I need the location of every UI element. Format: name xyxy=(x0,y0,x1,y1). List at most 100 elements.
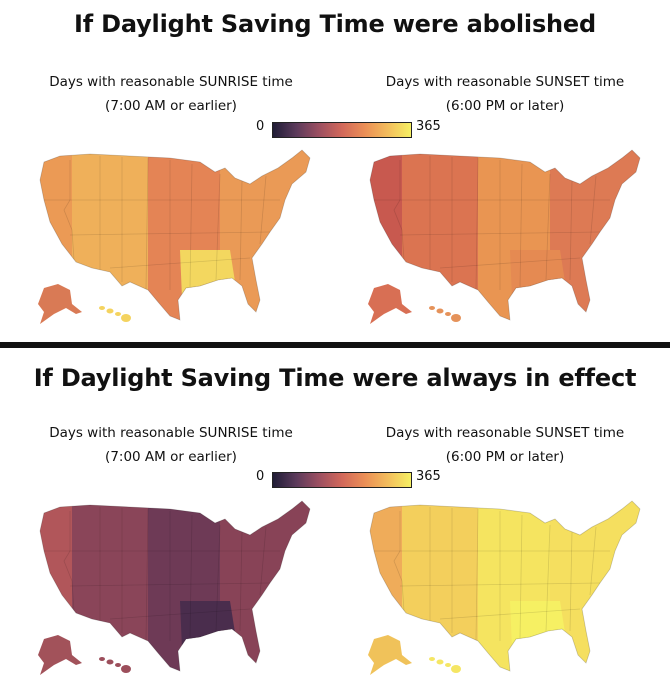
state-border xyxy=(589,175,597,245)
timezone-central-region xyxy=(148,150,220,320)
state-border xyxy=(189,163,193,289)
hawaii-island xyxy=(115,312,121,316)
us-map-sunrise-permanent xyxy=(30,491,330,691)
us-outline xyxy=(39,500,311,672)
state-border xyxy=(145,157,149,291)
state-border xyxy=(545,524,551,632)
section-dst-permanent: If Daylight Saving Time were always in e… xyxy=(0,348,670,689)
hawaii-island xyxy=(121,314,131,322)
alaska-region xyxy=(368,635,412,675)
state-border xyxy=(569,179,573,281)
timezone-central-region xyxy=(148,501,220,671)
state-border xyxy=(215,524,221,632)
state-border xyxy=(239,530,243,632)
color-legend: 0 365 xyxy=(256,119,456,138)
caption-line-1: Days with reasonable SUNRISE time xyxy=(49,425,293,441)
hawaii-island xyxy=(106,308,114,314)
timezone-central-region xyxy=(478,150,550,320)
us-outline xyxy=(39,149,311,321)
color-legend: 0 365 xyxy=(256,469,456,488)
state-border xyxy=(393,511,405,612)
state-border xyxy=(239,179,243,281)
right-panel-caption: Days with reasonable SUNSET time (6:00 P… xyxy=(365,421,645,469)
us-map-sunrise-abolished xyxy=(30,140,330,340)
gulf-region xyxy=(510,250,566,298)
caption-line-1: Days with reasonable SUNSET time xyxy=(385,425,625,441)
caption-line-1: Days with reasonable SUNSET time xyxy=(385,74,625,90)
hawaii-island xyxy=(451,314,461,322)
section-title: If Daylight Saving Time were always in e… xyxy=(33,364,637,392)
state-border xyxy=(589,526,597,596)
us-map-svg xyxy=(368,500,641,675)
state-border xyxy=(545,173,551,281)
legend-gradient-bar xyxy=(272,122,412,138)
us-outline xyxy=(369,149,641,321)
us-map-svg xyxy=(38,500,311,675)
hawaii-island xyxy=(436,659,444,665)
legend-max-label: 365 xyxy=(416,119,441,134)
caption-line-2: (6:00 PM or later) xyxy=(445,98,565,114)
state-border xyxy=(63,160,75,261)
us-map-svg xyxy=(368,149,641,324)
state-border xyxy=(439,257,581,269)
gulf-region xyxy=(510,601,566,649)
section-divider xyxy=(0,342,670,348)
caption-line-2: (7:00 AM or earlier) xyxy=(105,449,237,465)
hawaii-island xyxy=(115,663,121,667)
gulf-region xyxy=(180,250,236,298)
state-border xyxy=(519,514,523,640)
state-border xyxy=(475,508,479,642)
hawaii-island xyxy=(99,306,105,310)
legend-gradient-bar xyxy=(272,472,412,488)
hawaii-island xyxy=(429,306,435,310)
state-border xyxy=(69,582,271,587)
hawaii-island xyxy=(445,312,451,316)
state-border xyxy=(475,157,479,291)
legend-max-label: 365 xyxy=(416,469,441,484)
left-panel-caption: Days with reasonable SUNRISE time (7:00 … xyxy=(31,70,311,118)
timezone-central-region xyxy=(478,501,550,671)
hawaii-island xyxy=(451,665,461,673)
hawaii-island xyxy=(436,308,444,314)
caption-line-2: (7:00 AM or earlier) xyxy=(105,98,237,114)
state-border xyxy=(189,514,193,640)
hawaii-island xyxy=(429,657,435,661)
left-panel-caption: Days with reasonable SUNRISE time (7:00 … xyxy=(31,421,311,469)
us-map-svg xyxy=(38,149,311,324)
legend-min-label: 0 xyxy=(256,119,265,134)
state-border xyxy=(439,608,581,620)
state-border xyxy=(399,231,601,236)
state-border xyxy=(109,608,251,620)
hawaii-island xyxy=(121,665,131,673)
state-border xyxy=(145,508,149,642)
caption-line-2: (6:00 PM or later) xyxy=(445,449,565,465)
state-border xyxy=(63,511,75,612)
legend-min-label: 0 xyxy=(256,469,265,484)
timezone-eastern-region xyxy=(550,150,640,320)
state-border xyxy=(259,175,267,245)
state-border xyxy=(393,160,405,261)
timezone-eastern-region xyxy=(220,150,310,320)
timezone-eastern-region xyxy=(220,501,310,671)
state-border xyxy=(215,173,221,281)
state-border xyxy=(69,231,271,236)
state-border xyxy=(399,582,601,587)
section-dst-abolished: If Daylight Saving Time were abolished D… xyxy=(0,0,670,342)
hawaii-island xyxy=(445,663,451,667)
hawaii-island xyxy=(99,657,105,661)
state-border xyxy=(569,530,573,632)
us-map-sunset-abolished xyxy=(360,140,660,340)
timezone-eastern-region xyxy=(550,501,640,671)
state-border xyxy=(109,257,251,269)
hawaii-island xyxy=(106,659,114,665)
gulf-region xyxy=(180,601,236,649)
alaska-region xyxy=(368,284,412,324)
alaska-region xyxy=(38,635,82,675)
state-border xyxy=(259,526,267,596)
section-title: If Daylight Saving Time were abolished xyxy=(74,10,596,38)
us-map-sunset-permanent xyxy=(360,491,660,691)
right-panel-caption: Days with reasonable SUNSET time (6:00 P… xyxy=(365,70,645,118)
us-outline xyxy=(369,500,641,672)
alaska-region xyxy=(38,284,82,324)
caption-line-1: Days with reasonable SUNRISE time xyxy=(49,74,293,90)
